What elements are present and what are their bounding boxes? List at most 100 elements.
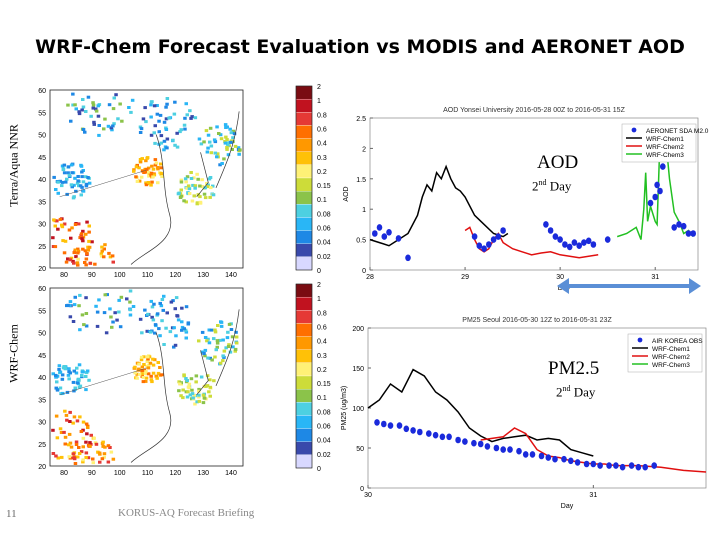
data-point (426, 430, 432, 437)
colorbar-label: 1 (317, 296, 321, 303)
colorbar-cell (295, 217, 313, 231)
data-point (490, 236, 497, 243)
lat-tick-label: 30 (38, 420, 46, 427)
map-frame (49, 89, 244, 269)
data-point (585, 237, 592, 245)
colorbar-cell (295, 190, 313, 205)
colorbar-cell (295, 256, 313, 271)
lon-tick-label: 120 (169, 470, 181, 477)
colorbar-label: 0.4 (317, 141, 327, 148)
y-tick-label: 2.5 (356, 116, 366, 123)
legend-entry: WRF-Chem2 (652, 354, 690, 361)
colorbar-label: 0.1 (317, 197, 327, 204)
data-point (642, 463, 648, 471)
data-point (680, 222, 687, 230)
day-range-arrow (557, 278, 701, 294)
data-point (561, 455, 567, 463)
lon-tick-label: 140 (225, 470, 237, 477)
x-tick-label: 30 (364, 492, 372, 499)
colorbar-label: 0 (317, 268, 321, 275)
colorbar-label: 0.8 (317, 112, 327, 119)
series-line-wrf-chem1 (367, 368, 594, 457)
legend-entry: WRF-Chem1 (652, 346, 690, 353)
legend-swatch (631, 127, 637, 133)
aod-map-terra-aqua: 60 55 50 45 40 35 30 25 20 80 90 100 110 120 130 140 2 1 0… (38, 84, 331, 279)
data-point (403, 425, 410, 433)
lat-tick-label: 40 (38, 177, 46, 184)
data-point (432, 431, 439, 439)
legend-entry: AERONET SDA M2.0 (646, 128, 709, 135)
colorbar-cell (295, 441, 313, 456)
data-point (446, 433, 452, 441)
lon-tick-label: 130 (197, 272, 209, 279)
lon-tick-label: 80 (60, 272, 68, 279)
coastline (130, 332, 172, 463)
lat-tick-label: 25 (38, 244, 46, 251)
data-point (685, 230, 692, 237)
lat-tick-label: 35 (38, 397, 46, 404)
data-point (613, 462, 619, 469)
colorbar-cell (295, 349, 313, 364)
colorbar-label: 0.2 (317, 367, 327, 374)
korea-outline (196, 350, 209, 396)
colorbar-label: 0.8 (317, 310, 327, 317)
legend-entry: WRF-Chem1 (646, 136, 684, 143)
colorbar-label: 0.06 (317, 226, 331, 233)
legend-entry: WRF-Chem2 (646, 144, 684, 151)
data-point (690, 230, 696, 237)
data-point (529, 451, 536, 458)
data-point (493, 444, 500, 452)
lat-tick-label: 45 (38, 353, 46, 360)
colorbar-cell (295, 402, 313, 416)
x-tick-label: 28 (366, 274, 374, 281)
lat-tick-label: 60 (38, 88, 46, 95)
data-point (552, 233, 559, 240)
x-axis-label: Day (561, 503, 574, 510)
data-point (657, 187, 663, 195)
aod-overlay-day: 2nd Day (532, 178, 572, 194)
lat-tick-label: 20 (38, 464, 46, 471)
coastline (130, 134, 172, 265)
data-point (405, 254, 411, 262)
data-point (486, 241, 492, 248)
lat-tick-label: 60 (38, 286, 46, 293)
lat-tick-label: 25 (38, 442, 46, 449)
colorbar-cell (295, 243, 313, 258)
data-point (568, 457, 574, 465)
data-point (477, 440, 484, 448)
data-point (671, 224, 677, 231)
colorbar-label: 2 (317, 282, 321, 289)
data-point (471, 439, 477, 447)
colorbar-frame (295, 283, 313, 469)
data-point (571, 239, 578, 246)
colorbar-cell (295, 151, 313, 166)
korea-outline (196, 152, 209, 198)
lat-tick-label: 35 (38, 199, 46, 206)
colorbar-cell (295, 177, 313, 192)
colorbar-label: 0.6 (317, 324, 327, 331)
colorbar-cell (295, 362, 313, 377)
data-point (522, 451, 529, 458)
colorbar-cell (295, 204, 313, 218)
colorbar-label: 0.02 (317, 452, 331, 459)
colorbar-cell (295, 98, 313, 113)
data-point (376, 224, 383, 231)
data-point (574, 459, 581, 466)
colorbar-label: 0.08 (317, 211, 331, 218)
border-line (59, 367, 147, 396)
colorbar-label: 0.06 (317, 424, 331, 431)
slide-title: WRF-Chem Forecast Evaluation vs MODIS an… (35, 36, 685, 58)
data-point (386, 229, 392, 236)
data-point (381, 233, 388, 240)
data-point (597, 462, 603, 469)
data-point (396, 422, 403, 429)
data-point (374, 419, 380, 426)
data-point (654, 181, 660, 189)
colorbar-label: 0.02 (317, 254, 331, 261)
series-line-wrf-chem1 (369, 164, 509, 247)
y-tick-label: 150 (352, 366, 364, 373)
lat-tick-label: 45 (38, 155, 46, 162)
data-point (547, 227, 554, 234)
legend: AERONET SDA M2.0WRF-Chem1WRF-Chem2WRF-Ch… (621, 123, 709, 163)
